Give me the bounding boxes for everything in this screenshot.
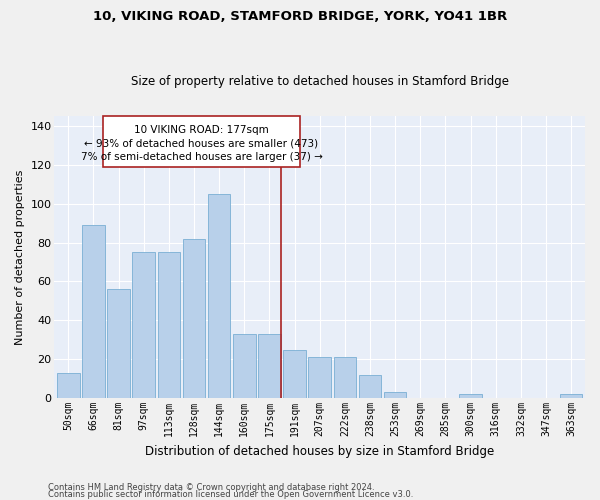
Bar xyxy=(133,252,155,398)
Text: 10, VIKING ROAD, STAMFORD BRIDGE, YORK, YO41 1BR: 10, VIKING ROAD, STAMFORD BRIDGE, YORK, … xyxy=(93,10,507,23)
Text: Contains HM Land Registry data © Crown copyright and database right 2024.: Contains HM Land Registry data © Crown c… xyxy=(48,484,374,492)
Bar xyxy=(459,394,482,398)
X-axis label: Distribution of detached houses by size in Stamford Bridge: Distribution of detached houses by size … xyxy=(145,444,494,458)
Bar xyxy=(334,358,356,398)
Bar xyxy=(158,252,180,398)
Bar xyxy=(82,225,105,398)
Y-axis label: Number of detached properties: Number of detached properties xyxy=(15,170,25,345)
Bar xyxy=(283,350,306,398)
Bar xyxy=(233,334,256,398)
Text: ← 93% of detached houses are smaller (473): ← 93% of detached houses are smaller (47… xyxy=(85,138,319,148)
Bar xyxy=(208,194,230,398)
Bar xyxy=(359,375,382,398)
FancyBboxPatch shape xyxy=(103,116,299,166)
Title: Size of property relative to detached houses in Stamford Bridge: Size of property relative to detached ho… xyxy=(131,76,509,88)
Bar xyxy=(57,373,80,398)
Bar xyxy=(308,358,331,398)
Bar xyxy=(258,334,281,398)
Text: 7% of semi-detached houses are larger (37) →: 7% of semi-detached houses are larger (3… xyxy=(80,152,322,162)
Bar xyxy=(384,392,406,398)
Text: 10 VIKING ROAD: 177sqm: 10 VIKING ROAD: 177sqm xyxy=(134,124,269,134)
Bar xyxy=(107,289,130,398)
Text: Contains public sector information licensed under the Open Government Licence v3: Contains public sector information licen… xyxy=(48,490,413,499)
Bar xyxy=(560,394,583,398)
Bar xyxy=(182,238,205,398)
